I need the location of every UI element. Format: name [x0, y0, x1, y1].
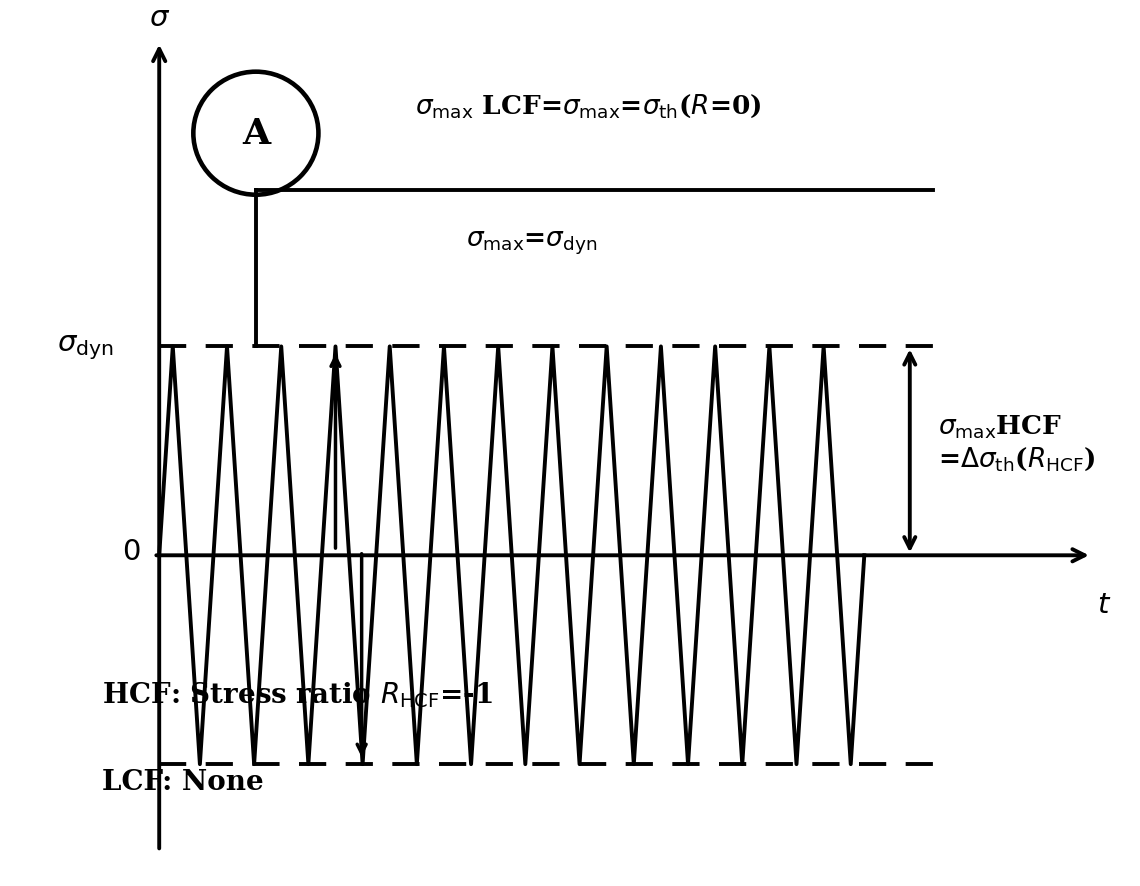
- Text: $\sigma_{\mathrm{max}}$ LCF=$\sigma_{\mathrm{max}}$=$\sigma_{\mathrm{th}}$($R$=0: $\sigma_{\mathrm{max}}$ LCF=$\sigma_{\ma…: [415, 92, 762, 120]
- Text: LCF: None: LCF: None: [103, 768, 264, 795]
- Text: $\sigma$: $\sigma$: [148, 4, 170, 32]
- Text: A: A: [242, 117, 270, 151]
- Text: HCF: Stress ratio $\mathit{R}_{\mathrm{HCF}}$=-1: HCF: Stress ratio $\mathit{R}_{\mathrm{H…: [103, 680, 494, 710]
- Text: $\sigma_{\mathrm{max}}$=$\sigma_{\mathrm{dyn}}$: $\sigma_{\mathrm{max}}$=$\sigma_{\mathrm…: [466, 229, 597, 256]
- Text: $\sigma_{\mathrm{max}}$HCF
=$\Delta\sigma_{\mathrm{th}}$($\mathit{R}_{\mathrm{HC: $\sigma_{\mathrm{max}}$HCF =$\Delta\sigm…: [938, 413, 1096, 472]
- Text: $\sigma_{\mathrm{dyn}}$: $\sigma_{\mathrm{dyn}}$: [57, 332, 114, 361]
- Text: $t$: $t$: [1098, 589, 1112, 618]
- Text: $0$: $0$: [122, 537, 140, 566]
